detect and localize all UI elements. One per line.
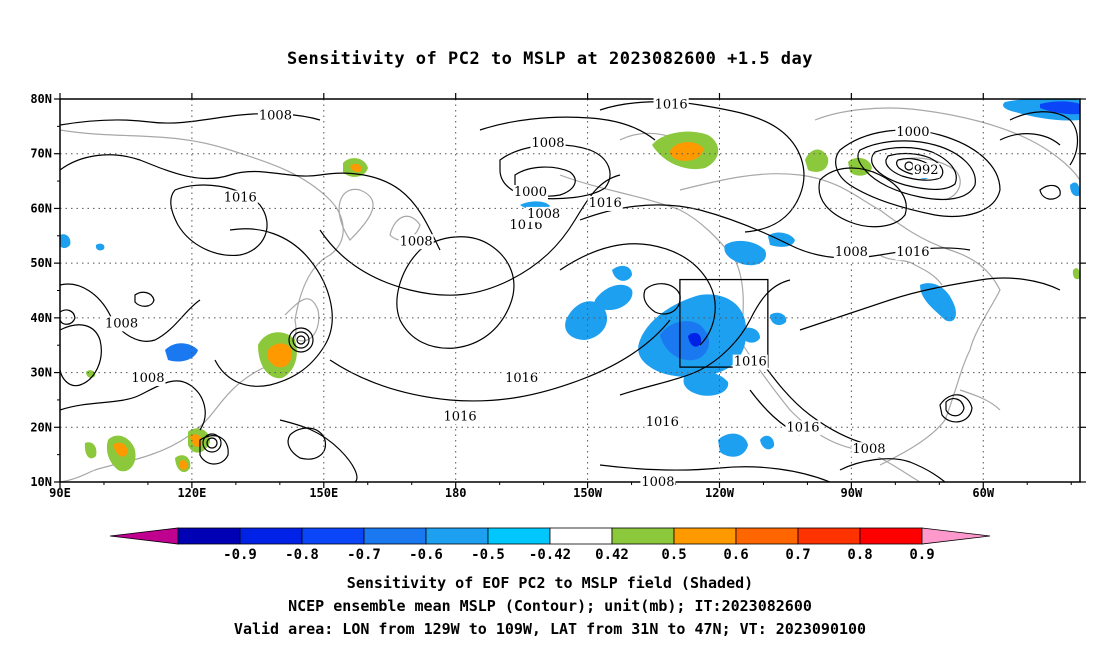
contour-label-bg bbox=[732, 354, 768, 370]
lat-tick-label: 40N bbox=[30, 311, 52, 325]
colorbar-box bbox=[549, 527, 613, 545]
colorbar-label: -0.9 bbox=[223, 547, 257, 563]
colorbar-label: -0.6 bbox=[409, 547, 443, 563]
contour-label-bg bbox=[512, 185, 548, 201]
contour-label-bg bbox=[222, 190, 258, 206]
caption-line-1: Sensitivity of EOF PC2 to MSLP field (Sh… bbox=[346, 574, 754, 592]
chart-title: Sensitivity of PC2 to MSLP at 2023082600… bbox=[286, 49, 813, 69]
lon-tick-label: 180 bbox=[445, 486, 467, 500]
contour-label-bg bbox=[785, 420, 821, 436]
lat-tick-label: 50N bbox=[30, 256, 52, 270]
contour-label: 1016 bbox=[646, 415, 679, 430]
contour-label: 1016 bbox=[786, 420, 819, 435]
colorbar-label: -0.42 bbox=[529, 547, 571, 563]
lon-tick-label: 60W bbox=[972, 486, 994, 500]
lon-tick-label: 150W bbox=[573, 486, 603, 500]
contour-label: 1008 bbox=[835, 245, 868, 260]
colorbar-box bbox=[177, 527, 241, 545]
contour-label-bg bbox=[442, 409, 478, 425]
contour-label-bg bbox=[526, 206, 562, 222]
colorbar-box bbox=[425, 527, 489, 545]
lon-tick-label: 150E bbox=[309, 486, 338, 500]
lon-tick-label: 90E bbox=[49, 486, 71, 500]
valid-area-box bbox=[679, 278, 769, 368]
contour-label: 1016 bbox=[734, 355, 767, 370]
contour-label: 1016 bbox=[224, 190, 257, 205]
lat-tick-label: 70N bbox=[30, 147, 52, 161]
contour-label: 1008 bbox=[400, 234, 433, 249]
colorbar-box bbox=[797, 527, 861, 545]
contour-label-bg bbox=[257, 108, 293, 124]
colorbar-label: 0.8 bbox=[847, 547, 872, 563]
contour-label-bg bbox=[833, 245, 869, 261]
contour-label-bg bbox=[398, 234, 434, 250]
caption-line-2: NCEP ensemble mean MSLP (Contour); unit(… bbox=[288, 597, 812, 615]
contour-label-bg bbox=[653, 97, 689, 113]
lat-tick-label: 30N bbox=[30, 366, 52, 380]
colorbar-label: -0.7 bbox=[347, 547, 381, 563]
contour-label-layer: 1008 1016 1008 1008 1008 1016 1008 1000 1008 1016… bbox=[104, 97, 940, 490]
colorbar-box bbox=[611, 527, 675, 545]
lon-tick-label: 120E bbox=[177, 486, 206, 500]
contour-label-bg bbox=[851, 442, 887, 458]
colorbar-label: -0.8 bbox=[285, 547, 319, 563]
colorbar-label: -0.5 bbox=[471, 547, 505, 563]
colorbar-left-arrow bbox=[109, 527, 179, 545]
colorbar-label: 0.9 bbox=[909, 547, 934, 563]
contour-label: 1000 bbox=[896, 125, 929, 140]
contour-label: 1016 bbox=[505, 371, 538, 386]
contour-label-bg bbox=[530, 135, 566, 151]
contour-label-bg bbox=[912, 163, 940, 179]
contour-label-bg bbox=[504, 371, 540, 387]
colorbar-box bbox=[301, 527, 365, 545]
contour-label-bg bbox=[130, 371, 166, 387]
lon-tick-label: 120W bbox=[705, 486, 735, 500]
colorbar-label: 0.42 bbox=[595, 547, 629, 563]
contour-label-bg bbox=[587, 195, 623, 211]
contour-label: 1008 bbox=[641, 475, 674, 490]
contour-label: 1008 bbox=[852, 442, 885, 457]
colorbar-box bbox=[735, 527, 799, 545]
contour-label-bg bbox=[895, 124, 931, 140]
coastlines bbox=[60, 107, 1080, 482]
contour-label: 1016 bbox=[589, 196, 622, 211]
colorbar-label: 0.6 bbox=[723, 547, 748, 563]
colorbar-label: 0.7 bbox=[785, 547, 810, 563]
colorbar-label: 0.5 bbox=[661, 547, 686, 563]
colorbar-box bbox=[859, 527, 923, 545]
colorbar-box bbox=[673, 527, 737, 545]
contour-label: 1008 bbox=[531, 136, 564, 151]
lon-tick-label: 90W bbox=[841, 486, 863, 500]
contour-label-bg bbox=[644, 414, 680, 430]
contour-label: 1008 bbox=[259, 108, 292, 123]
contour-label: 1008 bbox=[527, 207, 560, 222]
lat-tick-label: 10N bbox=[30, 475, 52, 489]
colorbar-box bbox=[239, 527, 303, 545]
contour-label-bg bbox=[104, 316, 140, 332]
lat-tick-label: 60N bbox=[30, 201, 52, 215]
sensitivity-shading bbox=[60, 99, 1080, 473]
contour-label: 1016 bbox=[655, 97, 688, 112]
colorbar: -0.9 -0.8 -0.7 -0.6 -0.5 -0.42 0.42 0.5 0.6 0.7 0.… bbox=[109, 527, 991, 563]
map-panel bbox=[60, 99, 1080, 482]
contour-label: 1008 bbox=[105, 316, 138, 331]
lat-tick-label: 80N bbox=[30, 92, 52, 106]
contour-label: 1016 bbox=[444, 409, 477, 424]
colorbar-box bbox=[363, 527, 427, 545]
contour-label-bg bbox=[895, 245, 931, 261]
contour-label: 992 bbox=[914, 163, 939, 178]
lat-tick-label: 20N bbox=[30, 420, 52, 434]
mslp-contours bbox=[60, 101, 1079, 482]
contour-label: 1016 bbox=[896, 245, 929, 260]
caption-line-3: Valid area: LON from 129W to 109W, LAT f… bbox=[233, 620, 867, 638]
colorbar-right-arrow bbox=[921, 527, 991, 545]
contour-label: 1000 bbox=[514, 185, 547, 200]
colorbar-box bbox=[487, 527, 551, 545]
contour-label-bg bbox=[640, 475, 676, 490]
contour-label: 1008 bbox=[131, 371, 164, 386]
